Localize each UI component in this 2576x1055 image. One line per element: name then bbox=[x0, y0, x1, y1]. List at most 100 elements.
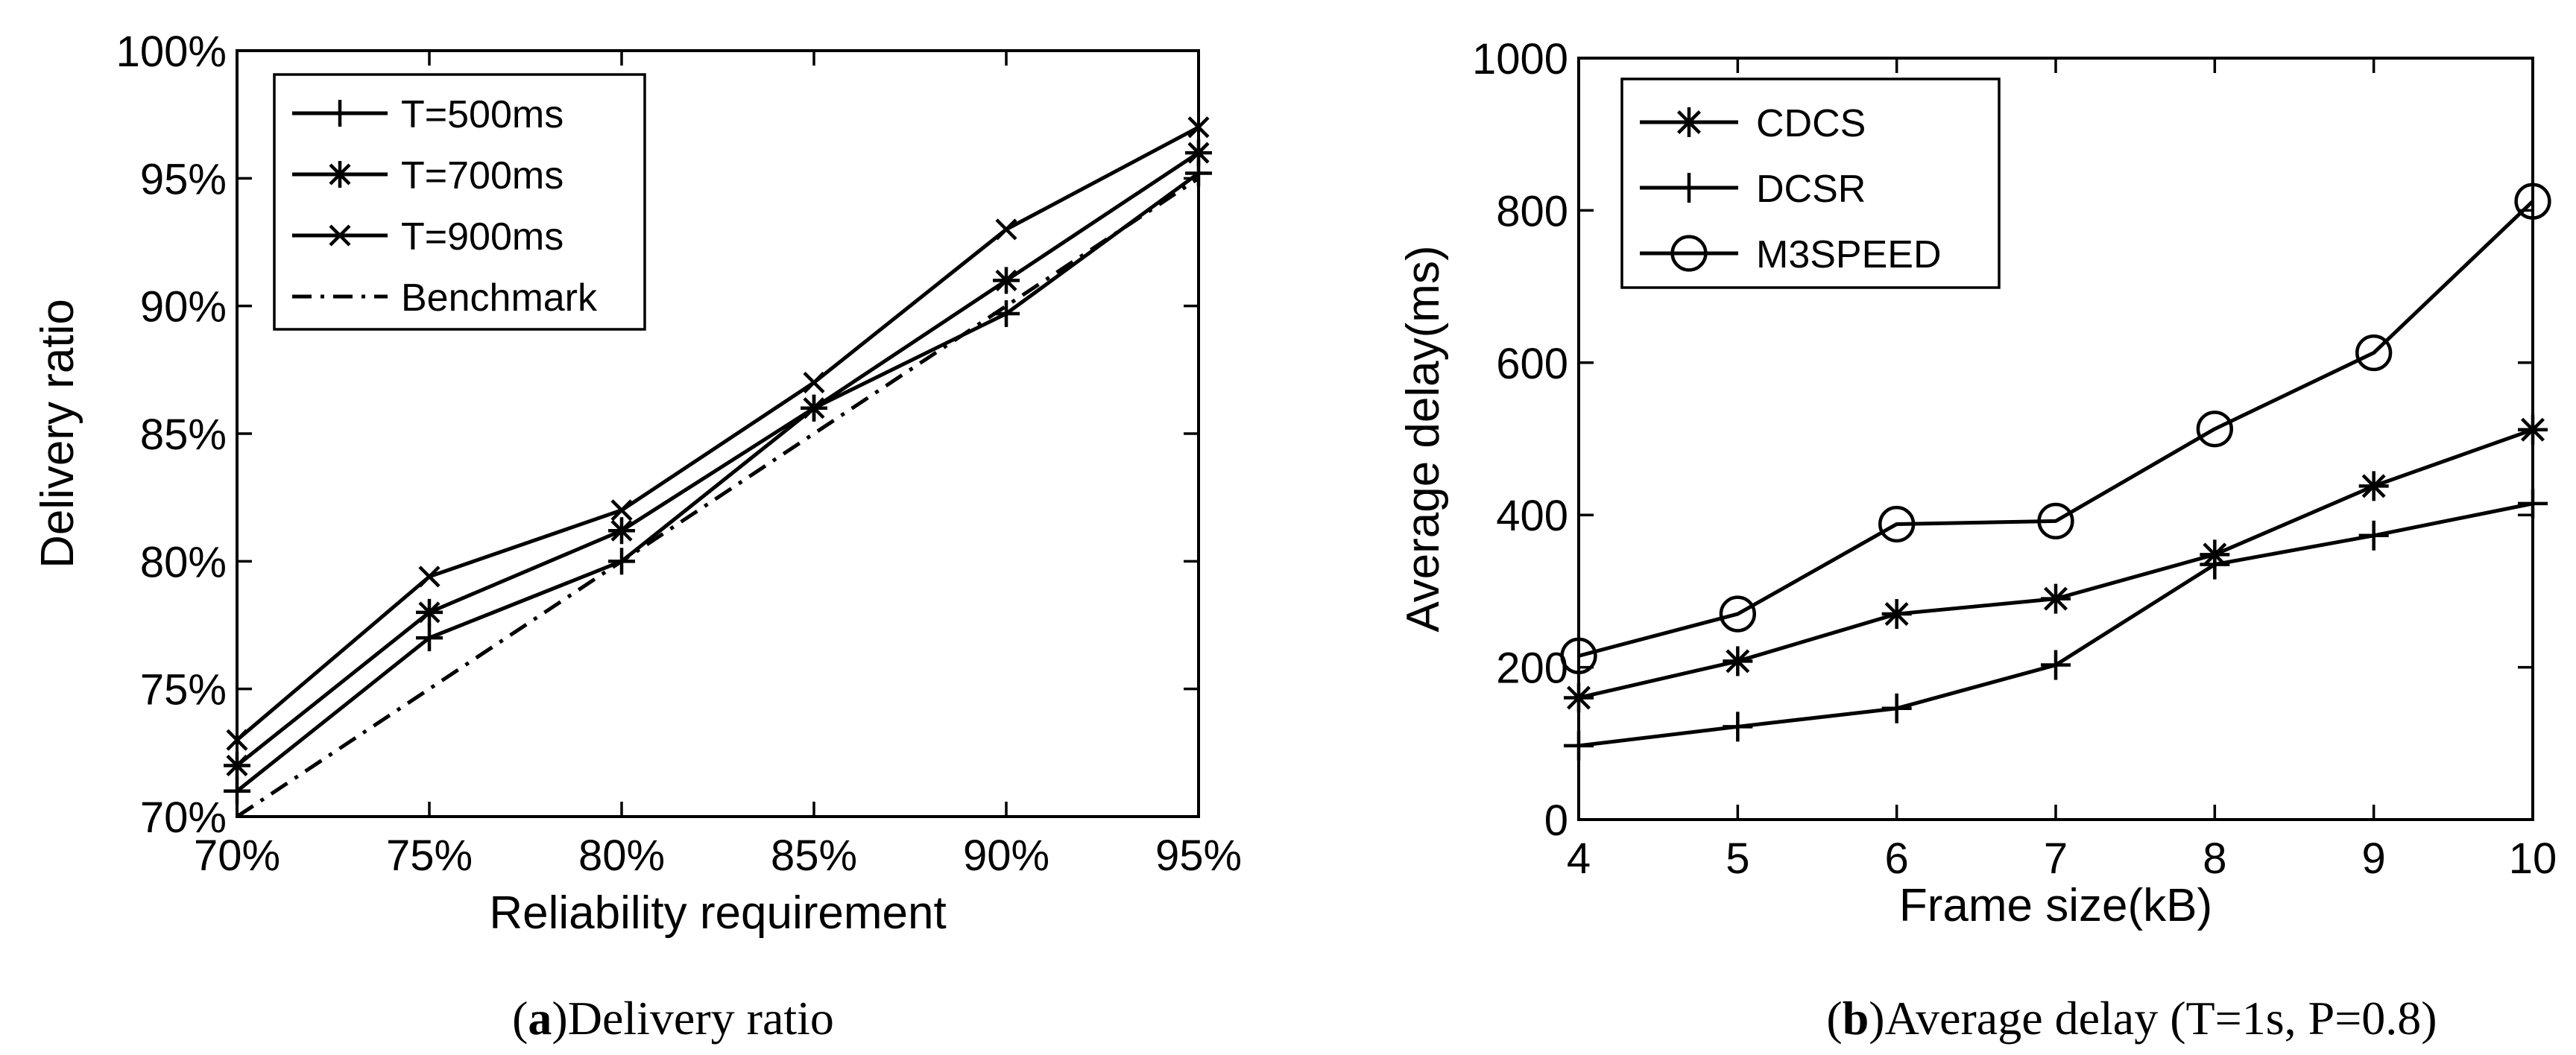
a-data-point bbox=[1187, 116, 1210, 139]
a-series-line-t-500ms bbox=[236, 171, 1200, 793]
caption-a: (a)Delivery ratio bbox=[512, 992, 834, 1045]
caption-a-letter: a bbox=[528, 992, 552, 1045]
b-data-point bbox=[1564, 682, 1594, 713]
a-data-point bbox=[801, 394, 827, 422]
a-legend-marker bbox=[326, 100, 353, 127]
a-data-point bbox=[993, 300, 1020, 327]
b-legend-marker bbox=[1674, 107, 1704, 137]
b-series-line-dcsr bbox=[1578, 501, 2534, 748]
a-xtick-label: 85% bbox=[771, 831, 857, 880]
b-xtick-label: 10 bbox=[2509, 834, 2557, 883]
b-data-point bbox=[2358, 471, 2389, 501]
b-legend-label: CDCS bbox=[1756, 102, 1866, 145]
b-ytick-label: 400 bbox=[1496, 492, 1568, 540]
a-legend-label: Benchmark bbox=[401, 276, 598, 320]
b-data-point bbox=[2355, 334, 2393, 372]
a-data-point bbox=[418, 565, 441, 588]
a-legend-item: T=900ms bbox=[292, 215, 564, 259]
a-legend-marker bbox=[329, 224, 351, 247]
a-legend-item: T=700ms bbox=[292, 154, 564, 197]
chart-delivery-ratio: 70% 75% 80% 85% 90% 95% 70% 75% 80% 85% 90% 95% 100… bbox=[32, 28, 1242, 1045]
b-ytick-label: 600 bbox=[1496, 340, 1568, 388]
b-data-point bbox=[2518, 488, 2548, 519]
a-data-point bbox=[993, 267, 1020, 294]
y-axis-label-b: Average delay(ms) bbox=[1398, 245, 1449, 632]
b-data-point bbox=[2196, 411, 2233, 448]
b-xtick-label: 4 bbox=[1567, 834, 1591, 883]
legend-a: T=500ms T=700ms T=900ms Benchmark bbox=[273, 73, 646, 331]
caption-b-text: Average delay (T=1s, P=0.8) bbox=[1885, 992, 2437, 1045]
b-legend-label: DCSR bbox=[1756, 168, 1866, 211]
b-data-point bbox=[2518, 414, 2548, 445]
legend-box-a bbox=[273, 73, 646, 331]
b-legend-label: M3SPEED bbox=[1756, 233, 1942, 276]
b-data-point bbox=[1560, 637, 1597, 674]
a-ytick-label: 95% bbox=[140, 155, 227, 203]
a-legend-label: T=500ms bbox=[401, 93, 564, 136]
x-axis-label-b: Frame size(kB) bbox=[1899, 880, 2212, 931]
a-data-point bbox=[608, 548, 635, 575]
b-data-point bbox=[1878, 505, 1916, 543]
a-data-point bbox=[1185, 139, 1212, 167]
a-series-line-t-900ms bbox=[236, 125, 1200, 742]
b-legend-item: DCSR bbox=[1640, 168, 1866, 211]
b-series-line-m3speed bbox=[1578, 200, 2534, 658]
a-xtick-label: 70% bbox=[194, 831, 280, 880]
a-data-point bbox=[610, 499, 633, 522]
a-data-point bbox=[995, 218, 1017, 241]
a-ytick-label: 85% bbox=[140, 411, 227, 459]
b-xtick-label: 7 bbox=[2044, 834, 2068, 883]
a-ytick-label: 100% bbox=[116, 28, 227, 76]
b-legend-marker bbox=[1674, 173, 1704, 203]
a-legend-label: T=900ms bbox=[401, 215, 564, 259]
a-ytick-label: 90% bbox=[140, 283, 227, 332]
a-legend-item: Benchmark bbox=[292, 276, 598, 320]
a-ytick-label: 80% bbox=[140, 538, 227, 586]
b-ytick-label: 0 bbox=[1544, 796, 1568, 845]
caption-a-text: Delivery ratio bbox=[568, 992, 834, 1045]
b-data-point bbox=[1564, 730, 1594, 761]
a-data-point bbox=[416, 598, 443, 626]
b-data-point bbox=[2037, 502, 2074, 540]
b-xtick-label: 5 bbox=[1726, 834, 1749, 883]
b-ytick-label: 1000 bbox=[1472, 35, 1568, 83]
b-data-point bbox=[1723, 646, 1753, 677]
b-data-point bbox=[2200, 549, 2230, 580]
b-xtick-label: 6 bbox=[1885, 834, 1909, 883]
b-ytick-label: 800 bbox=[1496, 187, 1568, 235]
a-series-line-t-700ms bbox=[236, 151, 1200, 767]
a-data-point bbox=[416, 624, 443, 652]
a-data-point bbox=[226, 729, 248, 751]
caption-b-letter: b bbox=[1843, 992, 1869, 1045]
a-legend-label: T=700ms bbox=[401, 154, 564, 197]
b-data-point bbox=[2514, 183, 2551, 220]
legend-b: CDCS DCSR M3SPEED bbox=[1620, 77, 2001, 289]
a-xtick-label: 90% bbox=[963, 831, 1049, 880]
b-data-point bbox=[2041, 583, 2071, 614]
a-data-point bbox=[224, 752, 250, 779]
chart-average-delay: 4 5 6 7 8 9 10 0 200 400 600 800 1000 Frame size(kB… bbox=[1398, 35, 2557, 1045]
b-legend-marker bbox=[1670, 235, 1708, 272]
a-legend-marker bbox=[326, 161, 353, 188]
a-ytick-label: 70% bbox=[140, 793, 227, 842]
a-legend-item: T=500ms bbox=[292, 93, 564, 136]
b-data-point bbox=[1719, 595, 1756, 633]
a-data-point bbox=[224, 777, 250, 805]
b-data-point bbox=[2041, 650, 2071, 680]
b-data-point bbox=[1881, 599, 1912, 630]
b-legend-item: M3SPEED bbox=[1640, 233, 1942, 276]
x-axis-label-a: Reliability requirement bbox=[489, 887, 946, 939]
b-data-point bbox=[1723, 712, 1753, 742]
b-xtick-label: 8 bbox=[2203, 834, 2226, 883]
b-data-point bbox=[2358, 520, 2389, 551]
y-axis-label-a: Delivery ratio bbox=[32, 299, 83, 568]
b-xtick-label: 9 bbox=[2362, 834, 2386, 883]
a-xtick-label: 75% bbox=[386, 831, 473, 880]
a-data-point bbox=[608, 517, 635, 545]
caption-b: (b)Average delay (T=1s, P=0.8) bbox=[1826, 992, 2437, 1045]
b-data-point bbox=[1881, 693, 1912, 723]
a-xtick-label: 95% bbox=[1155, 831, 1242, 880]
b-legend-item: CDCS bbox=[1640, 102, 1866, 145]
a-series-line-benchmark bbox=[236, 177, 1200, 819]
